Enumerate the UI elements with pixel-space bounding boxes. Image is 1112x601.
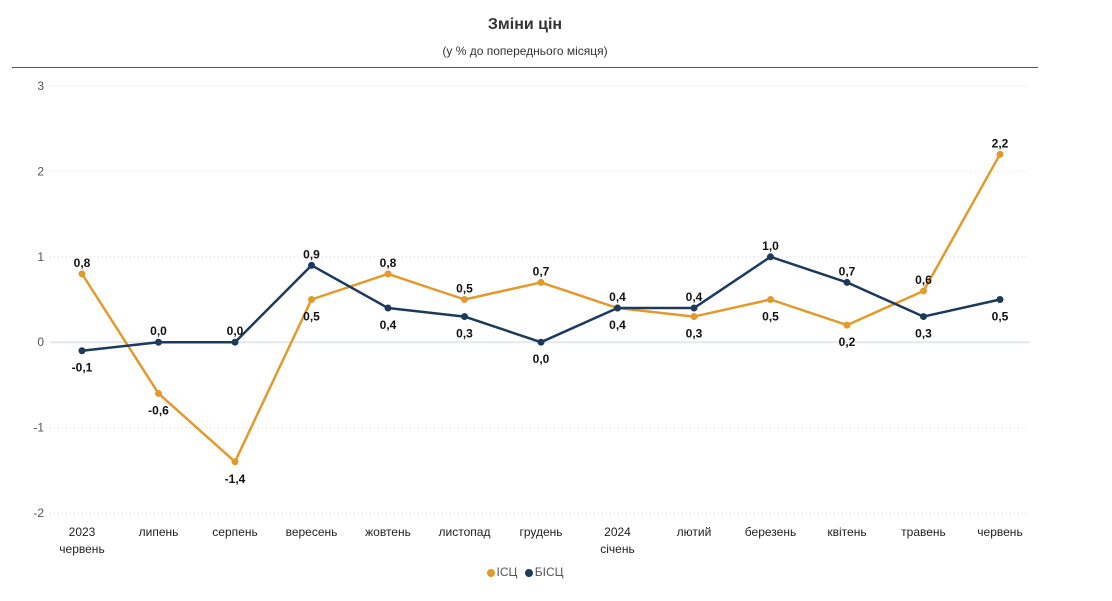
- data-point: [996, 150, 1004, 158]
- data-point: [690, 313, 698, 321]
- legend-marker-bisc: [524, 568, 533, 577]
- x-tick-label: березень: [745, 525, 796, 539]
- title-divider: [12, 67, 1038, 68]
- x-tick-label: травень: [901, 525, 946, 539]
- data-label: 0,4: [609, 318, 626, 332]
- data-label: 0,3: [686, 327, 703, 341]
- data-label: 0,5: [456, 282, 473, 296]
- data-point: [690, 304, 698, 312]
- y-tick-label: 0: [37, 335, 44, 349]
- data-label: 0,7: [839, 264, 856, 278]
- data-label: -0,6: [148, 403, 169, 417]
- x-tick-label: жовтень: [365, 525, 411, 539]
- data-label: 0,8: [380, 256, 397, 270]
- x-tick-label: червень: [59, 542, 104, 556]
- data-point: [996, 296, 1004, 303]
- x-tick-label: вересень: [286, 525, 338, 539]
- y-tick-label: 3: [37, 79, 44, 93]
- x-tick-label: січень: [600, 542, 634, 556]
- x-tick-label: лютий: [677, 525, 712, 539]
- data-point: [843, 278, 851, 286]
- legend-item-isc[interactable]: ІСЦ: [486, 565, 518, 579]
- y-tick-label: -2: [33, 506, 44, 520]
- data-point: [155, 389, 162, 397]
- chart-title: Зміни цін: [487, 16, 563, 33]
- x-tick-label: 2023: [69, 525, 96, 539]
- data-label: 0,5: [303, 310, 320, 324]
- data-label: 0,4: [609, 290, 626, 304]
- data-point: [384, 304, 392, 312]
- data-point: [231, 458, 239, 466]
- data-label: 0,7: [533, 264, 550, 278]
- data-label: 0,6: [915, 273, 932, 287]
- chart-subtitle: (у % до попереднього місяця): [442, 44, 608, 58]
- data-label: 2,2: [992, 136, 1009, 150]
- data-point: [461, 313, 468, 321]
- data-label: 0,5: [762, 310, 779, 324]
- data-point: [231, 338, 239, 346]
- x-tick-label: грудень: [519, 525, 562, 539]
- x-tick-label: квітень: [827, 525, 866, 539]
- data-label: 0,4: [380, 318, 397, 332]
- data-label: 0,8: [74, 256, 91, 270]
- data-point: [308, 296, 315, 303]
- data-label: 0,9: [303, 247, 320, 261]
- data-label: 0,4: [686, 290, 703, 304]
- data-point: [537, 278, 545, 286]
- legend-label-isc: ІСЦ: [496, 565, 518, 579]
- series-line-0: [80, 153, 1002, 464]
- x-tick-label: листопад: [439, 525, 491, 539]
- legend-label-bisc: БІСЦ: [534, 565, 564, 579]
- data-point: [461, 296, 468, 303]
- x-tick-label: липень: [139, 525, 179, 539]
- data-point: [308, 261, 315, 269]
- y-tick-label: -1: [33, 421, 44, 435]
- data-label: 0,0: [533, 352, 550, 366]
- data-point: [767, 296, 774, 303]
- data-label: 0,2: [839, 335, 856, 349]
- data-label: 0,0: [227, 324, 244, 338]
- y-tick-label: 1: [37, 250, 44, 264]
- data-label: 0,3: [456, 327, 473, 341]
- data-point: [537, 338, 545, 346]
- data-label: 1,0: [762, 239, 779, 253]
- chart-legend: ІСЦ БІСЦ: [0, 565, 1050, 579]
- x-tick-label: червень: [977, 525, 1022, 539]
- x-tick-label: 2024: [604, 525, 631, 539]
- data-point: [920, 287, 927, 295]
- legend-marker-isc: [486, 568, 495, 577]
- y-tick-label: 2: [37, 164, 44, 178]
- data-point: [920, 313, 927, 321]
- x-tick-label: серпень: [212, 525, 257, 539]
- data-point: [155, 338, 162, 346]
- data-label: -0,1: [72, 361, 93, 375]
- data-point: [384, 270, 392, 278]
- data-point: [78, 347, 86, 355]
- data-label: 0,5: [992, 310, 1009, 324]
- legend-item-bisc[interactable]: БІСЦ: [524, 565, 564, 579]
- data-label: 0,3: [915, 327, 932, 341]
- data-label: 0,0: [150, 324, 167, 338]
- data-point: [614, 304, 621, 312]
- data-point: [78, 270, 86, 278]
- data-point: [843, 321, 851, 329]
- data-point: [767, 253, 774, 261]
- data-label: -1,4: [225, 472, 246, 486]
